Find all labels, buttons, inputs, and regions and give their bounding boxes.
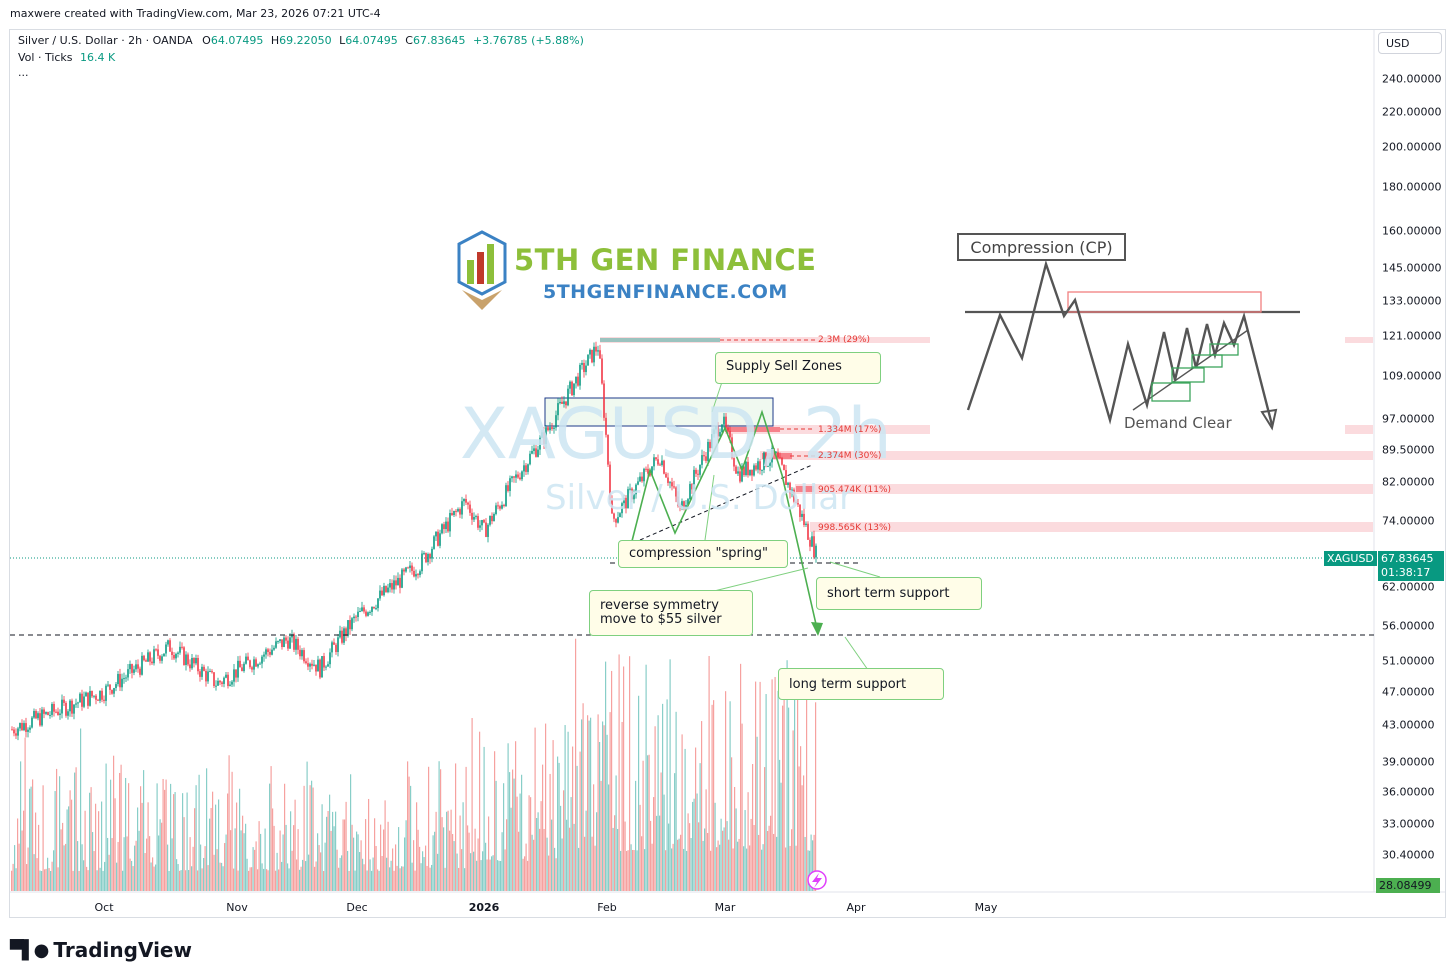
price-axis-tick: 62.00000 [1382,580,1435,594]
last-price-tag: 67.83645 01:38:17 [1378,551,1444,581]
ohlc-close: 67.83645 [412,34,466,47]
time-axis-tick: 2026 [468,901,500,914]
price-axis-tick: 51.00000 [1382,654,1435,668]
vp-label-1: 2.3M (29%) [818,335,870,345]
time-axis-tick: Oct [94,901,114,914]
price-axis-tick: 160.00000 [1382,224,1442,238]
reverse-symmetry-note[interactable]: reverse symmetry move to $55 silver [589,590,753,636]
volume-legend[interactable]: Vol · Ticks 16.4 K [18,51,115,64]
price-axis-tick: 121.00000 [1382,329,1442,343]
volume-label: Vol · Ticks [18,51,73,64]
more-indicators-button[interactable]: ... [18,66,29,79]
cp-title: Compression (CP) [957,233,1126,261]
price-axis-tick: 39.00000 [1382,755,1435,769]
time-axis-tick: Feb [597,901,617,914]
vp-label-4: 905.474K (11%) [818,485,892,495]
price-axis-tick: 36.00000 [1382,785,1435,799]
symbol-watermark: XAGUSD, 2h [460,393,892,475]
attribution: maxwere created with TradingView.com, Ma… [10,7,381,20]
symbol-title[interactable]: Silver / U.S. Dollar · 2h · OANDA [18,34,193,47]
ohlc-low: 64.07495 [345,34,398,47]
price-axis-tick: 133.00000 [1382,294,1442,308]
price-axis-tick: 56.00000 [1382,619,1435,633]
bar-countdown: 01:38:17 [1381,566,1431,579]
time-axis-tick: Mar [714,901,736,914]
currency-button[interactable]: USD [1378,32,1442,54]
time-axis-tick: May [974,901,998,914]
price-axis-tick: 240.00000 [1382,72,1442,86]
price-axis-tick: 47.00000 [1382,685,1435,699]
price-axis-tick: 180.00000 [1382,180,1442,194]
price-axis-tick: 43.00000 [1382,718,1435,732]
compression-spring-note[interactable]: compression "spring" [618,540,788,568]
tradingview-logo-icon: ▀▌● [10,939,49,961]
brand-name: 5TH GEN FINANCE [514,243,817,277]
ohlc-o-label: O [202,34,211,47]
chart-frame [9,29,1446,918]
low-price-tag: 28.08499 [1376,878,1440,893]
ohlc-l-label: L [339,34,346,47]
price-axis-tick: 82.00000 [1382,475,1435,489]
ohlc-h-label: H [270,34,280,47]
symbol-legend[interactable]: Silver / U.S. Dollar · 2h · OANDA O64.07… [18,34,584,47]
short-term-support-note[interactable]: short term support [816,577,982,610]
vp-label-5: 998.565K (13%) [818,523,892,533]
ohlc-open: 64.07495 [210,34,264,47]
ohlc-change: +3.76785 (+5.88%) [472,34,584,47]
symbol-price-tag: XAGUSD [1324,551,1377,566]
price-axis-tick: 145.00000 [1382,261,1442,275]
price-axis-tick: 74.00000 [1382,514,1435,528]
ohlc-high: 69.22050 [279,34,332,47]
reverse-symmetry-text: reverse symmetry move to $55 silver [600,598,722,627]
brand-url: 5THGENFINANCE.COM [543,281,788,303]
symbol-description-watermark: Silver / U.S. Dollar [545,478,854,518]
price-axis-tick: 109.00000 [1382,369,1442,383]
volume-value: 16.4 K [80,51,116,64]
time-axis-tick: Dec [346,901,368,914]
cp-demand-label: Demand Clear [1124,414,1232,432]
tradingview-logo[interactable]: ▀▌● TradingView [10,938,192,962]
last-price-value: 67.83645 [1381,552,1434,565]
price-axis-tick: 33.00000 [1382,817,1435,831]
price-axis-tick: 97.00000 [1382,412,1435,426]
ohlc-c-label: C [405,34,413,47]
time-axis-tick: Nov [226,901,248,914]
supply-sell-zones-note[interactable]: Supply Sell Zones [715,352,881,384]
vp-label-2: 1.334M (17%) [818,425,882,435]
price-axis-tick: 200.00000 [1382,140,1442,154]
price-axis-tick: 220.00000 [1382,105,1442,119]
vp-label-3: 2.374M (30%) [818,451,882,461]
price-axis-tick: 89.50000 [1382,443,1435,457]
long-term-support-note[interactable]: long term support [778,668,944,700]
price-axis-tick: 30.40000 [1382,848,1435,862]
tradingview-logo-text: TradingView [53,938,192,962]
time-axis-tick: Apr [846,901,866,914]
